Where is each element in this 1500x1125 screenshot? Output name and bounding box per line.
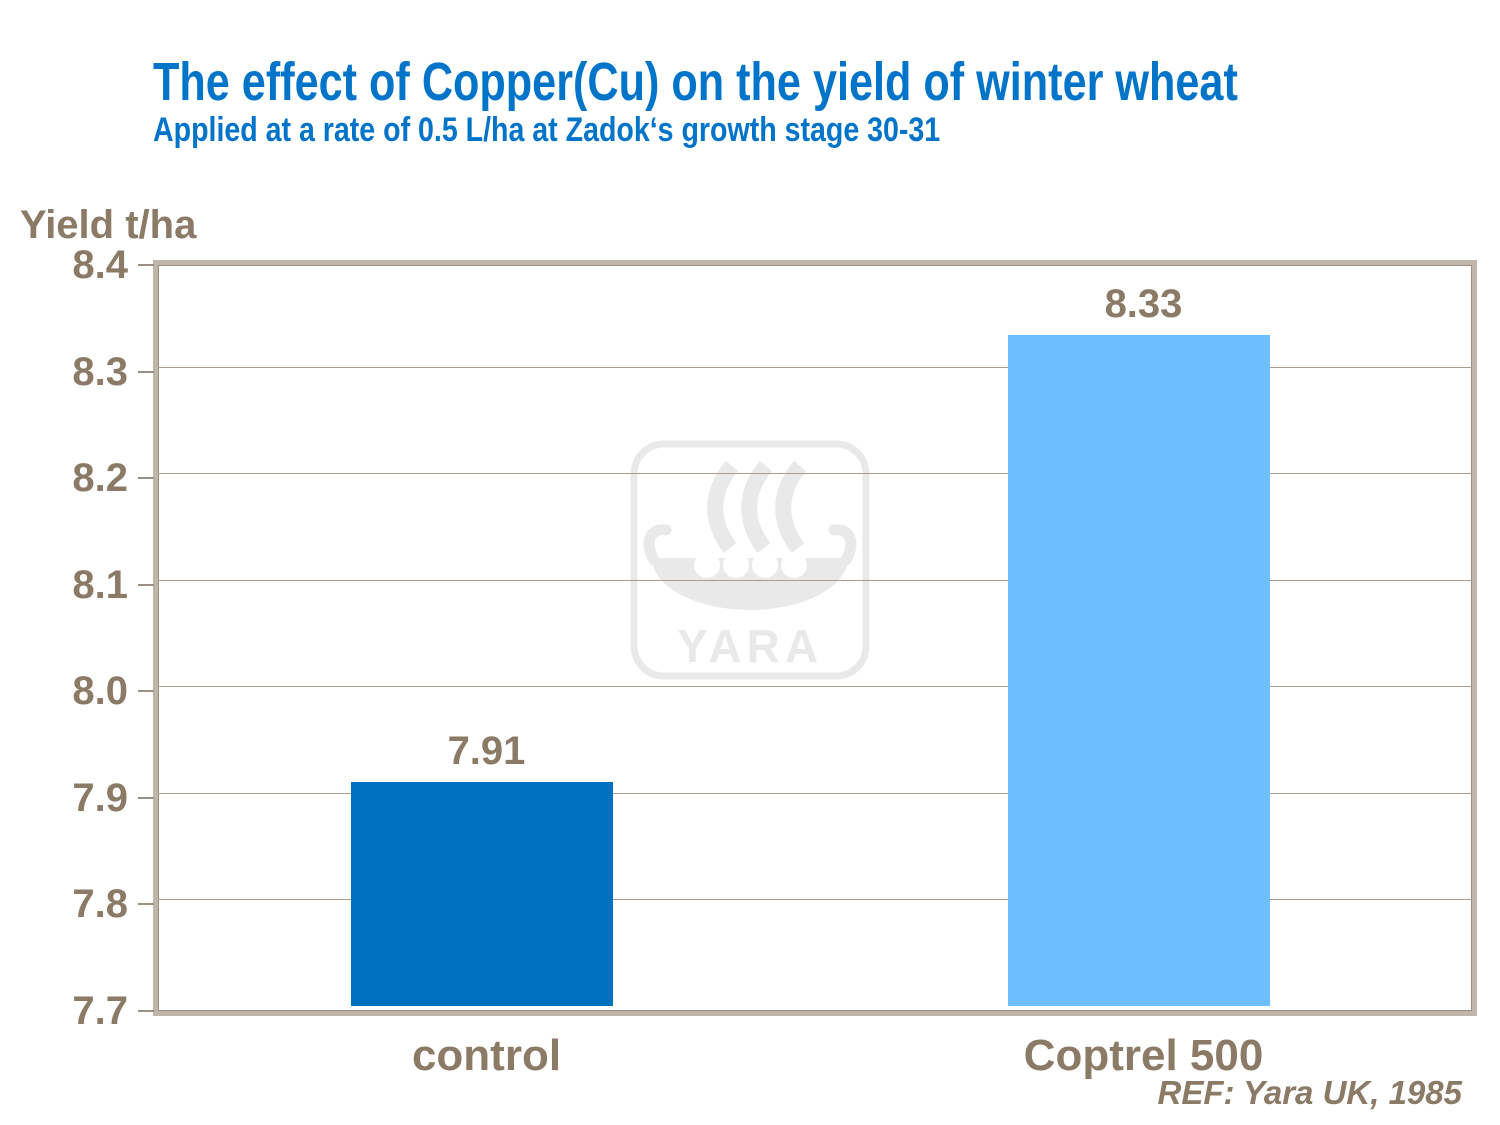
y-tick-mark: [138, 370, 154, 373]
bar-value-label: 8.33: [1104, 281, 1183, 326]
y-tick-label: 7.8: [72, 882, 128, 927]
gridline: [158, 473, 1472, 475]
plot-area: [153, 260, 1477, 1016]
y-tick-mark: [138, 264, 154, 266]
chart-subtitle: Applied at a rate of 0.5 L/ha at Zadok‘s…: [153, 111, 941, 149]
y-tick-label: 8.2: [72, 456, 128, 501]
y-tick-label: 8.3: [72, 349, 128, 394]
gridline: [158, 366, 1472, 368]
watermark-frame: [630, 440, 870, 680]
y-tick-mark: [138, 477, 154, 480]
y-tick-label: 8.4: [72, 243, 128, 287]
gridline: [158, 579, 1472, 581]
y-tick-mark: [138, 583, 154, 586]
chart-title: The effect of Copper(Cu) on the yield of…: [153, 52, 1238, 112]
y-tick-mark: [138, 796, 154, 799]
gridline: [158, 899, 1472, 901]
x-category-label: Coptrel 500: [1023, 1031, 1264, 1080]
viking-ship-hull-icon: [643, 524, 857, 610]
y-tick-mark: [138, 690, 154, 693]
bar-control: [350, 782, 613, 1006]
gridline: [158, 686, 1472, 688]
x-category-label: control: [411, 1031, 562, 1080]
y-tick-label: 8.1: [72, 562, 128, 607]
bar-coptrel-500: [1007, 334, 1270, 1006]
y-tick-mark: [138, 903, 154, 906]
bar-value-label: 7.91: [447, 729, 526, 774]
y-tick-label: 7.9: [72, 775, 128, 820]
y-axis-title: Yield t/ha: [20, 203, 197, 247]
y-tick-label: 7.7: [72, 989, 128, 1033]
gridline: [158, 792, 1472, 794]
reference-note: REF: Yara UK, 1985: [1157, 1074, 1462, 1111]
y-tick-label: 8.0: [72, 669, 128, 714]
y-tick-mark: [138, 1010, 154, 1012]
yara-wordmark: YARA: [677, 620, 823, 672]
